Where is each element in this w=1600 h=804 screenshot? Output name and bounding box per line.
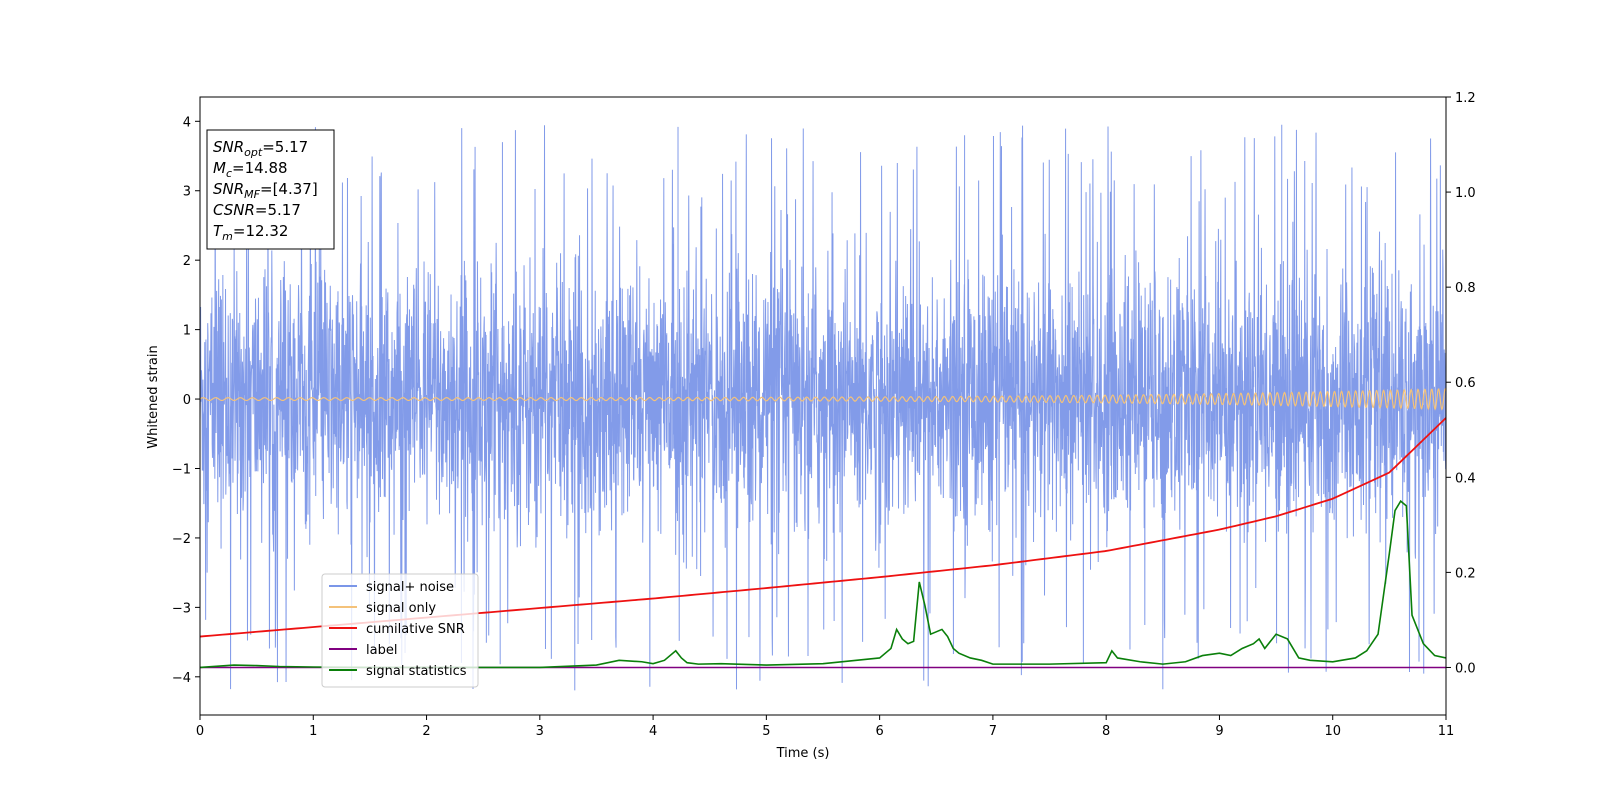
y-axis-title: Whitened strain	[146, 345, 161, 448]
x-tick-label: 10	[1324, 724, 1341, 739]
x-tick-label: 1	[309, 724, 317, 739]
info-line: Mc=14.88	[213, 159, 288, 180]
info-line: CSNR=5.17	[213, 201, 301, 219]
y-right-tick-label: 0.4	[1455, 471, 1476, 486]
legend-label: cumilative SNR	[366, 622, 465, 637]
legend: signal+ noise signal only cumilative SNR la…	[321, 573, 479, 688]
legend-label: signal only	[366, 601, 436, 616]
y-right-tick-label: 0.0	[1455, 661, 1476, 676]
x-tick-label: 9	[1215, 724, 1223, 739]
y-right-tick-label: 0.6	[1455, 376, 1476, 391]
y-left-tick-label: 1	[183, 324, 191, 339]
y-left-tick-label: 0	[183, 393, 191, 408]
y-left-tick-label: 2	[183, 254, 191, 269]
x-tick-label: 8	[1102, 724, 1110, 739]
y-right-tick-label: 1.2	[1455, 91, 1476, 106]
x-tick-label: 7	[989, 724, 997, 739]
legend-label: signal+ noise	[366, 580, 454, 595]
y-left-tick-label: 4	[183, 115, 191, 130]
series-signal-noise	[200, 124, 1446, 691]
y-left-tick-label: 3	[183, 185, 191, 200]
y-left-tick-label: −1	[172, 462, 191, 477]
x-tick-label: 6	[875, 724, 883, 739]
y-right-tick-label: 0.8	[1455, 281, 1476, 296]
legend-box	[321, 573, 479, 688]
y-left-tick-label: −2	[172, 532, 191, 547]
y-right-tick-label: 1.0	[1455, 186, 1476, 201]
x-tick-label: 5	[762, 724, 770, 739]
info-box-frame	[206, 129, 335, 250]
series-signal-statistics	[200, 499, 1446, 669]
legend-label: signal statistics	[366, 664, 467, 679]
series-signal-only	[200, 387, 1446, 411]
x-axis-title: Time (s)	[776, 746, 830, 761]
plot-frame	[199, 96, 1447, 716]
y-left-tick-label: −3	[172, 601, 191, 616]
info-box: SNRopt=5.17Mc=14.88SNRMF=[4.37]CSNR=5.17…	[206, 129, 335, 250]
x-tick-label: 2	[422, 724, 430, 739]
y-right-tick-label: 0.2	[1455, 566, 1476, 581]
info-line: SNRopt=5.17	[213, 138, 308, 159]
y-left-tick-label: −4	[172, 671, 191, 686]
info-line: SNRMF=[4.37]	[213, 180, 318, 201]
info-line: Tm=12.32	[213, 222, 288, 243]
axes: 0 1 2 3 4 5 6 7 8 9 10 11 −4 −3 −2 −1 0 1 2 3 4 0.0 0.2 0.4 0.6 0…	[172, 91, 1476, 739]
legend-label: label	[366, 643, 397, 658]
x-tick-label: 11	[1438, 724, 1455, 739]
x-tick-label: 3	[536, 724, 544, 739]
x-tick-label: 0	[196, 724, 204, 739]
x-tick-label: 4	[649, 724, 657, 739]
